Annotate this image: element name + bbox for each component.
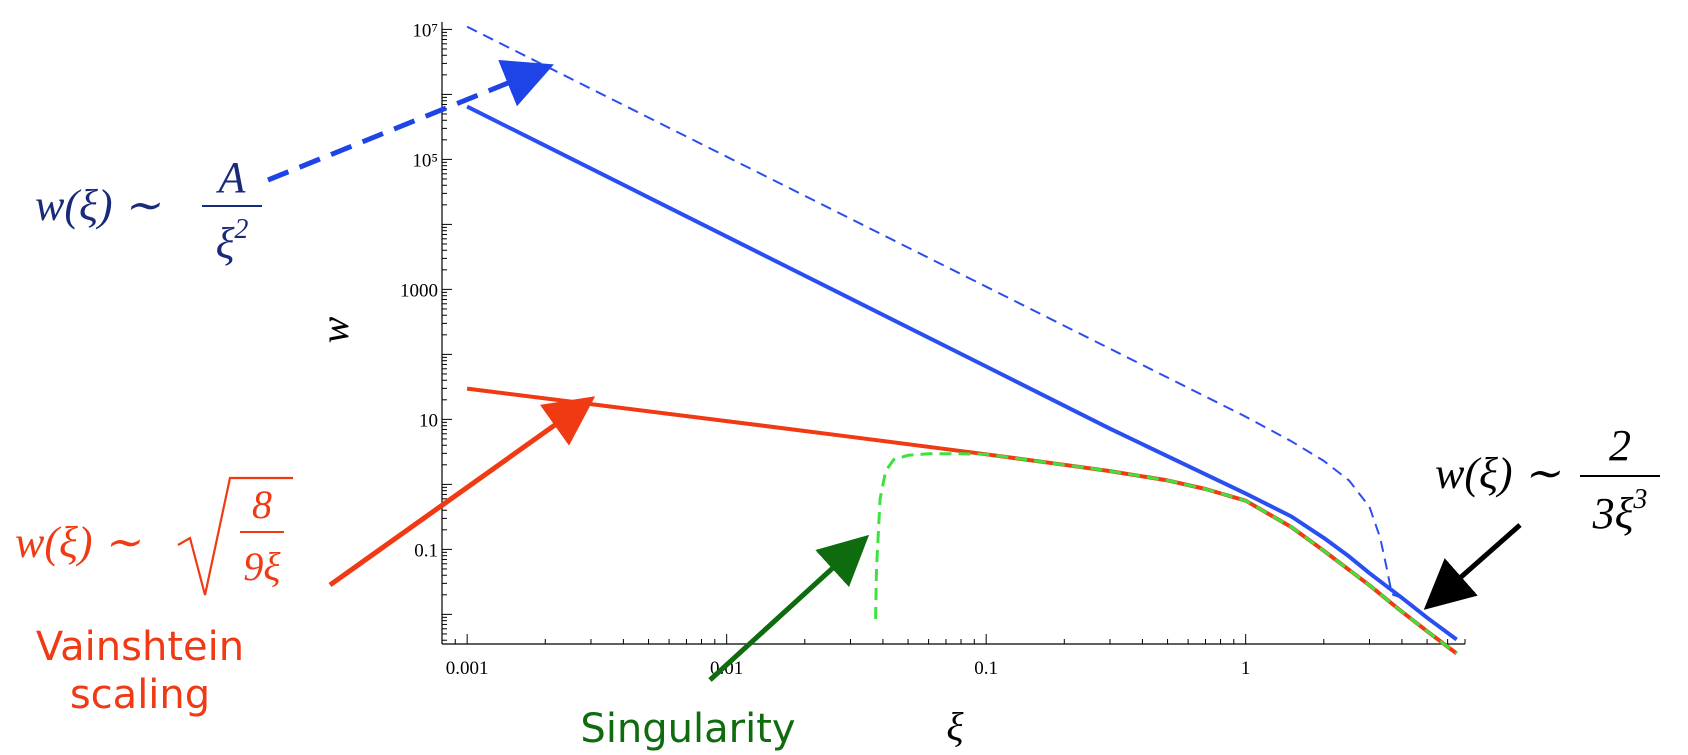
y-tick-label: 0.1 xyxy=(414,540,438,561)
x-tick-label: 0.001 xyxy=(446,658,489,679)
black-arrow xyxy=(1423,523,1522,610)
x-ticks: 0.001 0.01 0.1 1 xyxy=(441,634,1466,679)
blue-arrow xyxy=(267,59,554,183)
blue-dashed-series-line xyxy=(466,25,1458,641)
green-dashed-series-line xyxy=(874,452,1458,655)
black-formula-annotation: w(ξ) ∼ 2 3ξ3 xyxy=(1435,421,1660,538)
y-axis-title: w xyxy=(312,316,357,343)
svg-text:2: 2 xyxy=(1609,421,1631,470)
svg-text:ξ2: ξ2 xyxy=(216,214,249,268)
svg-text:w(ξ) ∼: w(ξ) ∼ xyxy=(15,518,140,567)
y-tick-label: 10⁵ xyxy=(412,150,438,171)
svg-text:w(ξ) ∼: w(ξ) ∼ xyxy=(1435,449,1560,498)
x-tick-label: 1 xyxy=(1241,658,1251,679)
svg-text:A: A xyxy=(216,153,247,202)
red-arrow xyxy=(328,396,596,588)
y-tick-label: 10⁷ xyxy=(412,20,438,41)
vainshtein-label-line2: scaling xyxy=(70,672,210,718)
x-tick-label: 0.1 xyxy=(974,658,998,679)
svg-text:8: 8 xyxy=(252,482,272,527)
annotation-arrows xyxy=(267,59,1522,682)
y-ticks: 0.1 10 1000 10⁵ 10⁷ xyxy=(400,20,452,641)
svg-text:w(ξ) ∼: w(ξ) ∼ xyxy=(35,181,160,230)
y-tick-label: 10 xyxy=(419,410,438,431)
y-tick-label: 1000 xyxy=(400,280,438,301)
vainshtein-label-line1: Vainshtein xyxy=(36,624,244,670)
red-solid-series-line xyxy=(466,386,1458,656)
blue-solid-series-line xyxy=(466,104,1458,642)
x-axis-title: ξ xyxy=(946,704,964,749)
svg-text:3ξ3: 3ξ3 xyxy=(1592,484,1648,538)
singularity-label: Singularity xyxy=(580,706,795,752)
svg-text:9ξ: 9ξ xyxy=(243,544,281,589)
red-formula-annotation: w(ξ) ∼ 8 9ξ xyxy=(15,476,293,596)
series-layer xyxy=(466,25,1458,656)
blue-formula-annotation: w(ξ) ∼ A ξ2 xyxy=(35,153,262,268)
green-arrow xyxy=(708,534,870,682)
